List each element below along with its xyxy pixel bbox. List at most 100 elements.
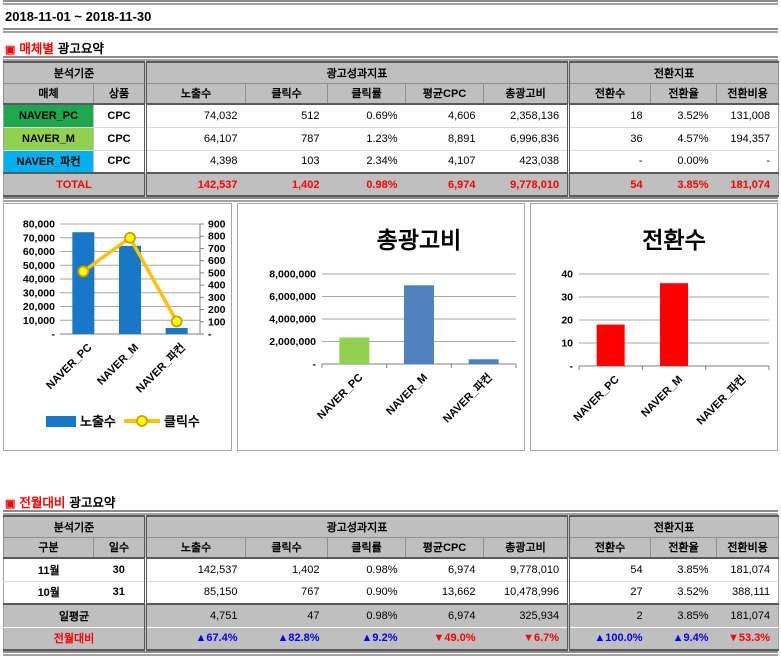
cell-impressions: 74,032 [144,104,246,128]
cell-total-cost: 10,478,996 [483,581,569,605]
cell-avg-cpc: 6,974 [405,603,484,628]
date-range: 2018-11-01 ~ 2018-11-30 [5,9,152,24]
cell-mom-conversions: ▲100.0% [567,627,651,650]
spacer [3,451,781,487]
column-header-row: 구분 일수 노출수 클릭수 클릭률 평균CPC 총광고비 전환수 전환율 전환비… [3,536,780,559]
cell-media: NAVER_PC [3,104,94,128]
col-header-conv-cost: 전환비용 [716,536,780,559]
total-row: TOTAL 142,537 1,402 0.98% 6,974 9,778,01… [3,172,779,196]
col-header-clicks: 클릭수 [245,536,329,559]
bars [596,283,688,366]
cell-conv-rate: 3.85% [650,603,717,628]
group-header-performance: 광고성과지표 [144,515,570,538]
cell-ctr: 0.69% [327,104,406,128]
svg-text:10,000: 10,000 [23,315,55,327]
svg-text:200: 200 [208,304,226,316]
cell-impressions: 142,537 [144,172,246,196]
cell-total-label: TOTAL [3,172,146,196]
cell-ctr: 0.98% [327,558,406,582]
section-marker-icon: ▣ [5,498,16,510]
cell-conv-rate: 4.57% [650,127,717,151]
divider-bar [3,56,778,61]
cell-total-cost: 325,934 [483,603,569,628]
table-row: 11월 30 142,537 1,402 0.98% 6,974 9,778,0… [3,558,779,582]
svg-text:20,000: 20,000 [23,301,55,313]
svg-text:-: - [313,359,317,371]
svg-text:NAVER_M: NAVER_M [639,374,685,420]
svg-text:400: 400 [208,280,226,292]
svg-text:NAVER_파컨: NAVER_파컨 [440,370,495,425]
svg-text:NAVER_M: NAVER_M [95,342,141,388]
total-cost-chart: 총광고비 8,000,000 6,000,000 4,000,000 2,000,000… [237,203,525,451]
cell-conversions: - [567,150,651,174]
cell-total-cost: 6,996,836 [483,127,569,151]
impressions-clicks-chart: 80,000 70,000 60,000 50,000 40,000 30,000 20,0… [3,203,232,451]
cell-days: 31 [93,581,147,605]
svg-text:총광고비: 총광고비 [377,227,462,253]
cell-clicks: 767 [245,581,328,605]
cell-clicks: 47 [245,603,328,628]
cell-conv-rate: 3.85% [650,558,717,582]
col-header-days: 일수 [92,536,147,559]
cell-total-cost: 423,038 [483,150,569,174]
cell-avg-cpc: 6,974 [405,172,484,196]
cell-clicks: 1,402 [245,172,328,196]
cell-impressions: 85,150 [144,581,246,605]
divider-bar [3,197,778,202]
svg-text:-: - [208,329,212,341]
cell-impressions: 4,751 [144,603,246,628]
cell-conversions: 27 [567,581,651,605]
svg-text:700: 700 [208,243,226,255]
cell-days: 30 [93,558,147,582]
cell-mom-total-cost: ▼6.7% [483,627,569,650]
col-header-impressions: 노출수 [144,536,247,559]
svg-text:NAVER_M: NAVER_M [384,372,430,418]
svg-text:500: 500 [208,267,226,279]
media-summary-table: 분석기준 광고성과지표 전환지표 매체 상품 노출수 클릭수 클릭률 평균CPC… [2,61,780,197]
svg-text:20: 20 [561,315,573,327]
clicks-line [77,231,183,328]
cell-conversions: 18 [567,104,651,128]
cell-conv-rate: 3.52% [650,581,717,605]
cell-media: NAVER_M [3,127,94,151]
month-over-month-row: 전월대비 ▲67.4% ▲82.8% ▲9.2% ▼49.0% ▼6.7% ▲1… [3,627,779,650]
conversions-chart: 전환수 40 30 20 10 - NAVER_PC NAVER_M NAVER_파컨 [530,203,778,451]
cell-product: CPC [93,104,147,128]
svg-text:6,000,000: 6,000,000 [269,291,316,303]
col-header-conv-cost: 전환비용 [716,82,780,105]
svg-text:800: 800 [208,231,226,243]
col-header-total-cost: 총광고비 [483,82,570,105]
col-header-division: 구분 [3,536,94,559]
table-row: NAVER_PC CPC 74,032 512 0.69% 4,606 2,35… [3,104,779,128]
col-header-total-cost: 총광고비 [483,536,570,559]
cell-product: CPC [93,150,147,174]
svg-text:40: 40 [561,269,573,281]
cell-conversions: 2 [567,603,651,628]
cell-clicks: 103 [245,150,328,174]
col-header-ctr: 클릭률 [327,536,407,559]
cell-conv-cost: - [716,150,779,174]
cell-conv-cost: 194,357 [716,127,779,151]
col-header-conv-rate: 전환율 [650,536,718,559]
cell-ctr: 0.98% [327,172,406,196]
cell-avg-cpc: 8,891 [405,127,484,151]
svg-text:10: 10 [561,338,573,350]
month-comparison-table: 분석기준 광고성과지표 전환지표 구분 일수 노출수 클릭수 클릭률 평균CPC… [2,515,780,651]
cell-media: NAVER_파컨 [3,150,94,174]
cell-mom-impressions: ▲67.4% [144,627,246,650]
section-title-accent: 매체별 [19,42,54,56]
table-row: NAVER_파컨 CPC 4,398 103 2.34% 4,107 423,0… [3,150,779,174]
col-header-avg-cpc: 평균CPC [405,82,485,105]
cell-conv-cost: 388,111 [716,581,779,605]
col-header-media: 매체 [3,82,94,105]
svg-text:300: 300 [208,292,226,304]
cell-conv-rate: 3.52% [650,104,717,128]
cell-clicks: 512 [245,104,328,128]
section-marker-icon: ▣ [5,44,16,56]
divider-bar [3,28,778,33]
cell-impressions: 64,107 [144,127,246,151]
svg-text:100: 100 [208,316,226,328]
